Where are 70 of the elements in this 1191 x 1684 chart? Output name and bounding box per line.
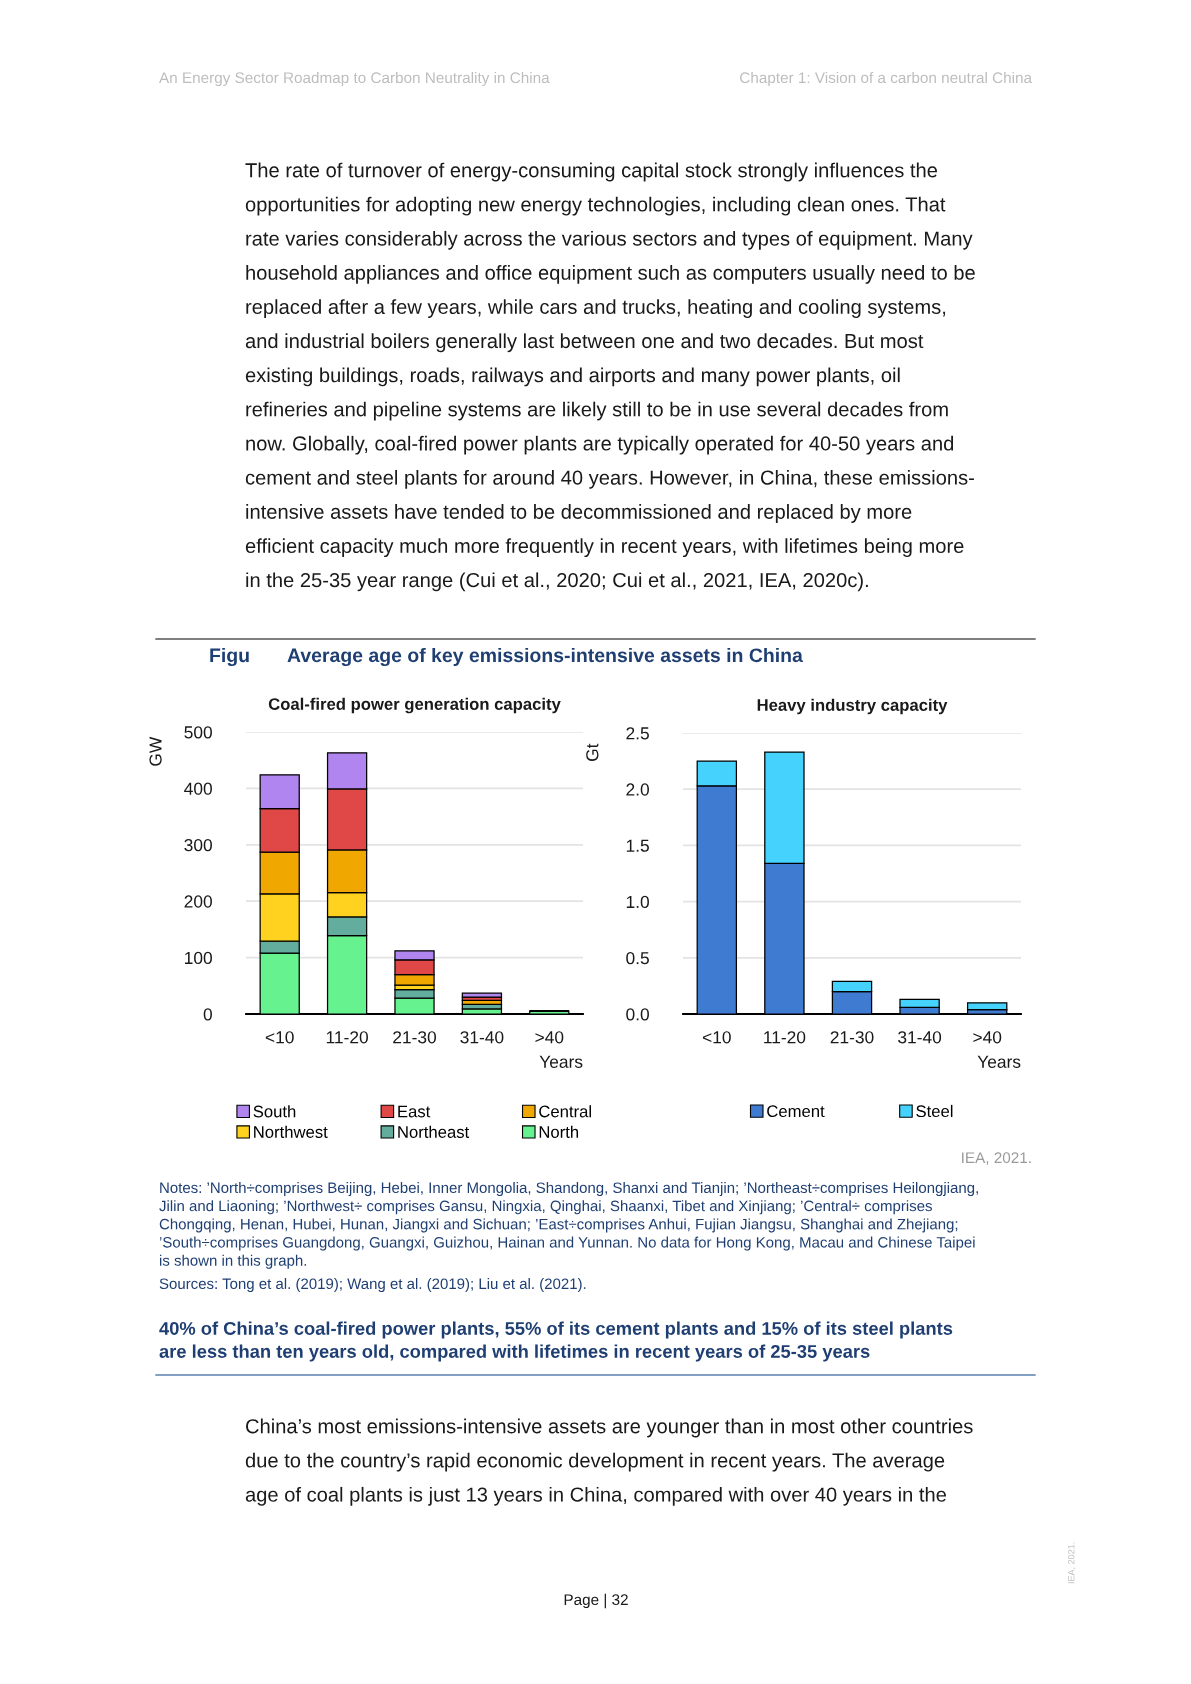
y-tick-label: 0.0 bbox=[626, 1008, 649, 1021]
text: Figu bbox=[210, 647, 249, 667]
legend-label: Northwest bbox=[254, 1125, 328, 1138]
x-tick-label: 21-30 bbox=[830, 1031, 874, 1044]
text: ’South÷comprises Guangdong, Guangxi, Guizhou, Hainan and Yunnan. No data for Hong Kong, Macau and Chinese Taipei bbox=[159, 1236, 975, 1251]
text: existing buildings, roads, railways and airports and many power plants, oil bbox=[245, 367, 900, 387]
text: China’s most emissions-intensive assets are younger than in most other countries bbox=[246, 1418, 973, 1438]
text: due to the country’s rapid economic development in recent years. The average bbox=[245, 1452, 945, 1472]
y-tick-label: 1.0 bbox=[626, 895, 649, 909]
x-tick-label: <10 bbox=[702, 1031, 731, 1044]
legend-label: Central bbox=[539, 1105, 591, 1118]
text: cement and steel plants for around 40 years. However, in China, these emissions- bbox=[245, 469, 974, 489]
text: Chapter 1: Vision of a carbon neutral China bbox=[740, 71, 1033, 87]
text: household appliances and office equipment such as computers usually need to be bbox=[246, 265, 975, 284]
text: age of coal plants is just 13 years in China, compared with over 40 years in the bbox=[245, 1486, 946, 1506]
y-tick-label: 0.5 bbox=[626, 951, 649, 965]
text: refineries and pipeline systems are likely still to be in use several decades from bbox=[246, 401, 948, 421]
text: in the 25-35 year range (Cui et al., 2020; Cui et al., 2021, IEA, 2020c). bbox=[246, 572, 868, 592]
legend-label: South bbox=[253, 1105, 296, 1118]
x-tick-label: 11-20 bbox=[764, 1031, 806, 1044]
text: Jilin and Liaoning; ’Northwest÷ comprises Gansu, Ningxia, Qinghai, Shaanxi, Tibet and Xinjiang; ’Central÷ comprises bbox=[159, 1200, 932, 1215]
y-axis-title: Gt bbox=[586, 743, 599, 761]
text: and industrial boilers generally last between one and two decades. But most bbox=[245, 333, 924, 353]
y-tick-label: 400 bbox=[184, 782, 212, 795]
text: 40% of China’s coal-fired power plants, 55% of its cement plants and 15% of its steel plants bbox=[159, 1321, 953, 1339]
text: intensive assets have tended to be decommissioned and replaced by more bbox=[246, 504, 912, 523]
x-axis-title: Years bbox=[977, 1055, 1021, 1068]
text: Page | 32 bbox=[564, 1593, 628, 1609]
text: The rate of turnover of energy-consuming capital stock strongly influences the bbox=[245, 162, 938, 182]
legend-label: Northeast bbox=[398, 1125, 470, 1138]
legend-label: East bbox=[398, 1105, 431, 1118]
legend-label: Steel bbox=[916, 1104, 953, 1118]
y-tick-label: 200 bbox=[184, 895, 212, 908]
text: replaced after a few years, while cars and trucks, heating and cooling systems, bbox=[246, 299, 946, 318]
text: IEA, 2021. bbox=[962, 1152, 1031, 1165]
bar bbox=[966, 1002, 1008, 1011]
text: are less than ten years old, compared with lifetimes in recent years of 25-35 years bbox=[159, 1344, 870, 1362]
x-tick-label: 21-30 bbox=[393, 1031, 437, 1044]
x-axis-title: Years bbox=[539, 1055, 583, 1068]
x-tick-label: >40 bbox=[973, 1031, 1002, 1044]
y-tick-label: 100 bbox=[185, 951, 212, 965]
text: Chongqing, Henan, Hubei, Hunan, Jiangxi and Sichuan; ’East÷comprises Anhui, Fujian Jiangsu, Shanghai and Zhejiang; bbox=[159, 1218, 958, 1233]
chart-title: Heavy industry capacity bbox=[757, 698, 948, 715]
y-tick-label: 300 bbox=[184, 838, 212, 852]
text: Notes: ’North÷comprises Beijing, Hebei, Inner Mongolia, Shandong, Shanxi and Tianjin; ’Northeast÷comprises Heilongjiang, bbox=[160, 1182, 978, 1196]
text: now. Globally, coal-fired power plants are typically operated for 40-50 years and bbox=[246, 435, 954, 455]
text: Average age of key emissions-intensive assets in China bbox=[287, 647, 803, 667]
y-tick-label: 0 bbox=[203, 1008, 212, 1021]
y-tick-label: 2.0 bbox=[626, 783, 649, 796]
y-tick-label: 500 bbox=[184, 726, 212, 739]
legend-label: Cement bbox=[767, 1105, 825, 1118]
x-tick-label: 31-40 bbox=[460, 1031, 504, 1044]
x-tick-label: 31-40 bbox=[898, 1031, 942, 1044]
y-axis-title: GW bbox=[149, 736, 162, 766]
bar bbox=[461, 1003, 503, 1010]
text: rate varies considerably across the various sectors and types of equipment. Many bbox=[246, 230, 973, 250]
source-note: Sources: Tong et al. (2019); Wang et al. (2019); Liu et al. (2021). bbox=[159, 1278, 586, 1292]
x-tick-label: <10 bbox=[265, 1031, 294, 1044]
text: IEA, 2021. bbox=[1068, 1542, 1076, 1584]
text: is shown in this graph. bbox=[160, 1254, 307, 1269]
y-tick-label: 2.5 bbox=[626, 727, 649, 740]
y-tick-label: 1.5 bbox=[626, 839, 649, 852]
text: efficient capacity much more frequently in recent years, with lifetimes being more bbox=[245, 538, 964, 558]
chart-title: Coal-fired power generation capacity bbox=[268, 697, 561, 714]
x-tick-label: >40 bbox=[535, 1031, 564, 1044]
legend-label: North bbox=[539, 1125, 579, 1138]
text: opportunities for adopting new energy technologies, including clean ones. That bbox=[245, 196, 946, 216]
bar bbox=[461, 992, 503, 998]
x-tick-label: 11-20 bbox=[326, 1031, 368, 1044]
text: An Energy Sector Roadmap to Carbon Neutrality in China bbox=[159, 71, 550, 87]
